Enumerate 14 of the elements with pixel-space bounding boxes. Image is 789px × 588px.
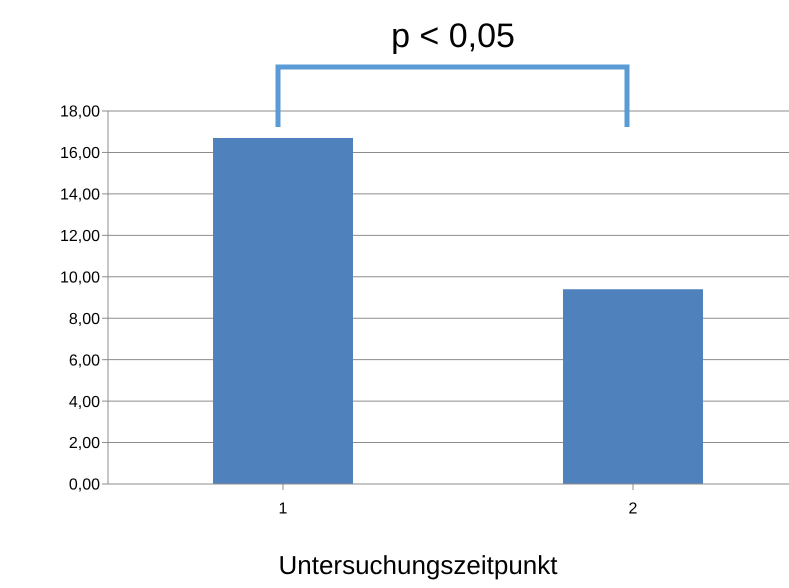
x-tick-label: 2 xyxy=(628,500,638,518)
y-tick-label: 12,00 xyxy=(60,228,100,246)
x-tick-label: 1 xyxy=(278,500,288,518)
y-tick-label: 14,00 xyxy=(60,186,100,204)
y-tick-label: 6,00 xyxy=(68,352,100,370)
y-tick-label: 2,00 xyxy=(68,435,100,452)
x-axis-title: Untersuchungszeitpunkt xyxy=(278,550,558,580)
y-tick-label: 8,00 xyxy=(68,310,100,328)
text: p < 0,05 xyxy=(391,17,515,55)
y-tick-label: 18,00 xyxy=(60,104,100,121)
y-tick-label: 10,00 xyxy=(60,269,100,286)
y-tick-label: 16,00 xyxy=(60,145,100,162)
y-tick-label: 0,00 xyxy=(68,476,100,494)
y-tick-label: 4,00 xyxy=(68,394,100,411)
